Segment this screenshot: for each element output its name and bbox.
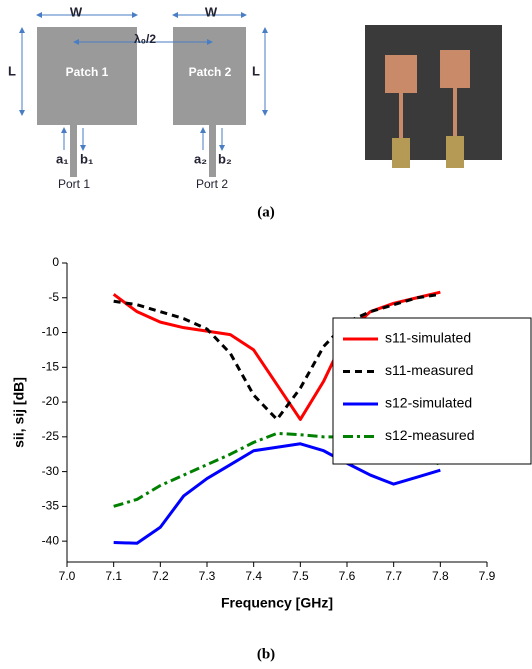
x-tick-label: 7.5 (292, 569, 309, 583)
y-tick-label: -10 (42, 325, 60, 339)
x-tick-label: 7.9 (479, 569, 496, 583)
y-tick-label: -20 (42, 394, 60, 408)
length-label: L (252, 63, 260, 78)
legend-box (332, 317, 532, 465)
y-tick-label: -5 (48, 290, 59, 304)
x-axis-label: Frequency [GHz] (221, 595, 333, 611)
patch (385, 55, 417, 93)
port-label: Port 1 (58, 177, 90, 191)
wave-label: a₁ (56, 151, 69, 166)
y-tick-label: -30 (42, 464, 60, 478)
antenna-photo (365, 25, 502, 168)
x-tick-label: 7.0 (59, 569, 76, 583)
legend-label: s12-measured (385, 427, 475, 443)
x-tick-label: 7.3 (199, 569, 216, 583)
legend-label: s11-simulated (385, 330, 471, 346)
port-label: Port 2 (196, 177, 228, 191)
width-label: W (205, 4, 218, 19)
series-line (113, 292, 441, 421)
legend-label: s12-simulated (385, 395, 472, 411)
x-tick-label: 7.4 (245, 569, 262, 583)
connector (446, 136, 464, 168)
feed-line (453, 88, 457, 136)
x-tick-label: 7.1 (105, 569, 122, 583)
spacing-label: λ₀/2 (134, 32, 156, 46)
y-tick-label: -25 (42, 429, 60, 443)
x-tick-label: 7.6 (339, 569, 356, 583)
chart: 0 -5 -10 -15 -20 -25 -30 -35 -40 7.0 7.1 7.2 7.3 7.4 7… (11, 255, 532, 611)
y-tick-label: -35 (42, 499, 60, 513)
patch-label: Patch 1 (66, 65, 109, 79)
x-tick-label: 7.2 (152, 569, 169, 583)
y-axis-label: sii, sij [dB] (11, 377, 27, 448)
wave-label: b₁ (80, 151, 93, 166)
length-label: L (8, 63, 16, 78)
wave-label: a₂ (194, 151, 207, 166)
antenna-diagram: W W L L λ₀/2 Patch 1 Patch 2 a₁ b₁ a₂ b₂… (8, 4, 268, 191)
patch (440, 50, 470, 88)
series-line (113, 442, 441, 545)
feed-line (399, 93, 403, 138)
feed-line (70, 125, 77, 177)
y-tick-label: 0 (52, 255, 59, 269)
x-tick-label: 7.7 (385, 569, 402, 583)
width-label: W (70, 4, 83, 19)
legend-label: s11-measured (385, 362, 473, 378)
patch-label: Patch 2 (189, 65, 232, 79)
panel-label: (a) (257, 204, 275, 220)
connector (392, 138, 410, 168)
y-tick-label: -40 (42, 533, 60, 547)
x-tick-label: 7.8 (432, 569, 449, 583)
wave-label: b₂ (218, 151, 232, 166)
feed-line (209, 125, 216, 177)
panel-label: (b) (257, 646, 275, 662)
y-tick-label: -15 (42, 359, 60, 373)
